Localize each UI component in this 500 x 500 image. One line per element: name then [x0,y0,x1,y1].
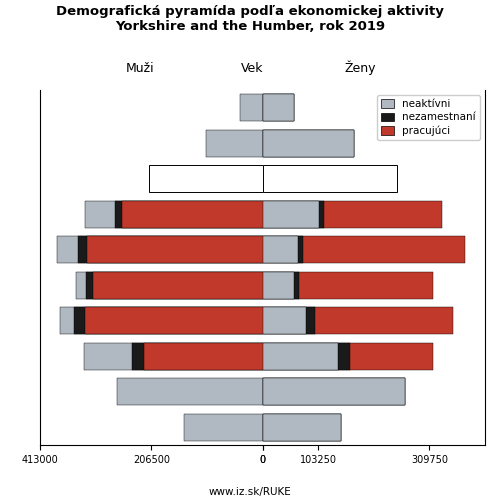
Bar [88,236,262,263]
Bar [262,272,294,298]
Bar [144,343,262,369]
Text: 0: 0 [262,422,272,432]
Legend: neaktívni, nezamestnaní, pracujúci: neaktívni, nezamestnaní, pracujúci [377,95,480,140]
Text: 55: 55 [262,209,279,219]
Bar [262,94,294,121]
Bar [76,272,262,298]
Bar [262,236,303,263]
Bar [206,130,262,156]
Bar [262,308,452,334]
Bar [262,236,298,263]
Bar [122,201,262,228]
Bar [150,166,262,192]
Bar [262,414,340,440]
Bar [262,272,432,298]
Text: 45: 45 [262,244,279,255]
Bar [262,414,340,440]
Bar [262,343,338,369]
Bar [74,308,262,334]
Bar [262,166,397,192]
Bar [117,378,262,405]
Bar [57,236,262,263]
Bar [240,94,262,121]
Bar [84,343,262,369]
Text: Vek: Vek [241,62,264,75]
Text: Ženy: Ženy [344,60,376,75]
Bar [262,343,350,369]
Bar [262,130,354,156]
Bar [132,343,262,369]
Text: www.iz.sk/RUKE: www.iz.sk/RUKE [208,488,292,498]
Bar [262,378,406,405]
Bar [262,308,306,334]
Bar [184,414,262,440]
Bar [60,308,262,334]
Bar [262,343,434,369]
Text: 25: 25 [262,316,279,326]
Text: 15: 15 [262,351,279,361]
Text: 85: 85 [262,103,279,113]
Bar [262,201,442,228]
Bar [262,201,319,228]
Text: 65: 65 [262,174,279,184]
Bar [262,378,406,405]
Bar [262,236,464,263]
Text: Demografická pyramída podľa ekonomickej aktivity
Yorkshire and the Humber, rok 2: Demografická pyramída podľa ekonomickej … [56,5,444,33]
Bar [262,130,354,156]
Bar [262,201,324,228]
Text: 35: 35 [262,280,279,290]
Bar [93,272,262,298]
Bar [86,272,262,298]
Bar [262,414,340,440]
Bar [262,308,316,334]
Bar [262,94,294,121]
Bar [262,378,406,405]
Bar [78,236,262,263]
Bar [262,272,299,298]
Text: Muži: Muži [126,62,154,75]
Text: 75: 75 [262,138,279,148]
Bar [262,130,354,156]
Bar [84,308,262,334]
Text: 5: 5 [262,387,272,397]
Bar [115,201,262,228]
Bar [86,201,262,228]
Bar [262,94,294,121]
